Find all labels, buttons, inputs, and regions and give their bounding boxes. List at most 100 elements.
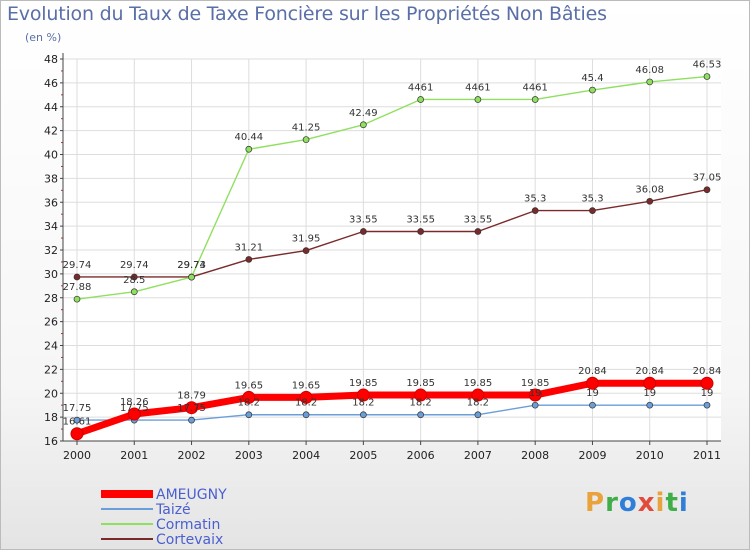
data-point	[188, 273, 195, 281]
y-tick-label: 46	[44, 77, 58, 90]
y-tick-label: 16	[44, 435, 58, 448]
data-point	[589, 207, 596, 214]
data-point	[73, 416, 81, 424]
data-point	[188, 416, 195, 424]
data-label: 33.55	[349, 214, 378, 225]
data-label: 19.85	[464, 378, 493, 389]
x-tick-label: 2010	[636, 449, 664, 462]
series-line-ameugny	[73, 379, 711, 438]
y-tick-label: 30	[44, 268, 58, 281]
x-tick-label: 2009	[578, 449, 606, 462]
series-line-cormatin	[76, 75, 708, 300]
data-label: 37.05	[693, 173, 722, 184]
data-label: 29.74	[120, 260, 149, 271]
y-tick-label: 40	[44, 149, 58, 162]
data-label: 18.26	[120, 397, 149, 408]
data-point	[528, 388, 542, 402]
y-tick-label: 26	[44, 316, 58, 329]
data-label: 19.85	[349, 378, 378, 389]
data-label: 35.3	[524, 194, 546, 205]
data-point	[589, 86, 596, 94]
chart-subtitle: (en %)	[25, 31, 62, 44]
data-point	[471, 388, 485, 402]
data-label: 18.2	[410, 398, 432, 409]
data-label: 46.08	[635, 65, 664, 76]
data-point	[474, 96, 482, 103]
y-tick-label: 38	[44, 172, 58, 185]
data-label: 17.75	[177, 403, 206, 414]
data-point	[360, 228, 367, 235]
data-point	[474, 411, 482, 419]
data-label: 18.2	[238, 398, 260, 409]
x-tick-label: 2000	[63, 449, 91, 462]
data-label: 17.75	[120, 403, 149, 414]
data-label: 19	[701, 388, 714, 399]
series-line-taizé	[76, 404, 708, 421]
data-label: 40.44	[234, 132, 263, 143]
data-point	[474, 228, 482, 235]
logo-letter: r	[605, 488, 619, 518]
data-label: 16.61	[63, 417, 92, 428]
data-point	[703, 186, 711, 194]
data-point	[70, 427, 84, 441]
data-label: 19.85	[406, 378, 435, 389]
data-label: 29.74	[177, 260, 206, 271]
data-point	[703, 401, 711, 409]
x-tick-label: 2004	[292, 449, 320, 462]
data-point	[356, 388, 370, 402]
data-point	[360, 121, 367, 129]
data-point	[130, 273, 138, 281]
logo-letter: i	[678, 488, 689, 518]
data-point	[73, 295, 81, 303]
x-tick-label: 2008	[521, 449, 549, 462]
logo-letter: o	[618, 488, 638, 518]
data-point	[417, 411, 424, 419]
legend-label: Cormatin	[156, 517, 220, 533]
x-tick-label: 2007	[464, 449, 492, 462]
data-label: 18.79	[177, 391, 206, 402]
data-point	[299, 390, 313, 404]
x-tick-label: 2002	[178, 449, 206, 462]
data-label: 18.2	[467, 398, 489, 409]
data-point	[185, 401, 199, 415]
data-point	[302, 411, 310, 419]
data-label: 36.08	[635, 184, 664, 195]
data-label: 20.84	[578, 366, 607, 377]
data-point	[646, 78, 654, 86]
data-point	[73, 273, 81, 281]
y-tick-label: 20	[44, 387, 58, 400]
data-label: 45.4	[581, 73, 603, 84]
data-point	[414, 388, 428, 402]
x-tick-label: 2003	[235, 449, 263, 462]
x-tick-label: 2006	[407, 449, 435, 462]
data-label: 17.75	[63, 403, 92, 414]
legend-label: AMEUGNY	[156, 487, 227, 503]
data-label: 33.55	[406, 214, 435, 225]
data-label: 19.85	[521, 378, 550, 389]
x-tick-label: 2005	[349, 449, 377, 462]
data-label: 42.49	[349, 108, 378, 119]
data-label: 29.73	[177, 260, 206, 271]
data-label: 41.25	[292, 123, 321, 134]
data-point	[646, 401, 654, 409]
data-label: 19.65	[234, 380, 263, 391]
y-tick-label: 22	[44, 363, 58, 376]
data-label: 19.65	[292, 380, 321, 391]
data-point	[589, 401, 596, 409]
legend-label: Cortevaix	[156, 532, 223, 548]
data-label: 4461	[465, 82, 490, 93]
logo-letter: x	[637, 488, 656, 518]
data-label: 33.55	[464, 214, 493, 225]
data-label: 20.84	[635, 366, 664, 377]
data-point	[127, 407, 141, 421]
legend-label: Taizé	[155, 502, 191, 518]
series-line-cortevaix	[76, 189, 708, 278]
x-tick-label: 2011	[693, 449, 721, 462]
y-tick-label: 44	[44, 101, 58, 114]
data-label: 18.2	[295, 398, 317, 409]
data-label: 18.2	[352, 398, 374, 409]
x-tick-label: 2001	[120, 449, 148, 462]
data-point	[417, 96, 424, 103]
logo-letter: t	[665, 488, 679, 518]
